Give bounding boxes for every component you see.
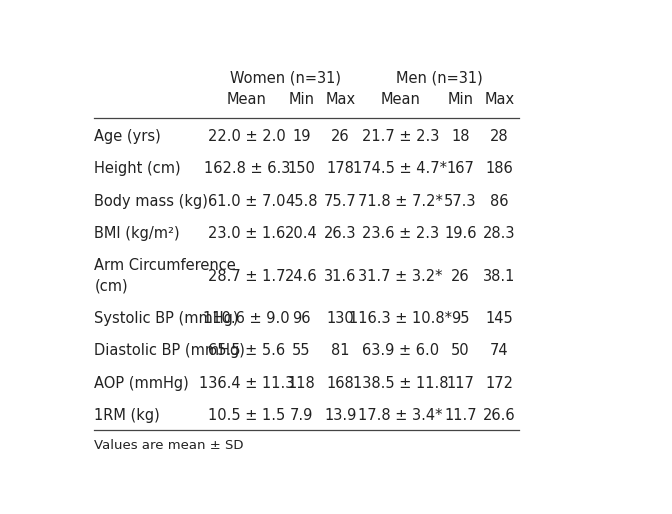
Text: 186: 186: [485, 161, 513, 176]
Text: 55: 55: [292, 343, 310, 358]
Text: BMI (kg/m²): BMI (kg/m²): [94, 226, 180, 242]
Text: 162.8 ± 6.3: 162.8 ± 6.3: [204, 161, 290, 176]
Text: 50: 50: [451, 343, 470, 358]
Text: 23.0 ± 1.6: 23.0 ± 1.6: [208, 226, 286, 242]
Text: 7.9: 7.9: [290, 408, 313, 423]
Text: 28.7 ± 1.7: 28.7 ± 1.7: [208, 268, 286, 284]
Text: 81: 81: [331, 343, 349, 358]
Text: Max: Max: [325, 92, 355, 107]
Text: 26.3: 26.3: [325, 226, 357, 242]
Text: 1RM (kg): 1RM (kg): [94, 408, 160, 423]
Text: 26: 26: [331, 129, 350, 144]
Text: 168: 168: [327, 376, 354, 391]
Text: 18: 18: [451, 129, 470, 144]
Text: 31.7 ± 3.2*: 31.7 ± 3.2*: [358, 268, 443, 284]
Text: Height (cm): Height (cm): [94, 161, 181, 176]
Text: AOP (mmHg): AOP (mmHg): [94, 376, 189, 391]
Text: 22.0 ± 2.0: 22.0 ± 2.0: [208, 129, 286, 144]
Text: 31.6: 31.6: [325, 268, 357, 284]
Text: Min: Min: [448, 92, 473, 107]
Text: 23.6 ± 2.3: 23.6 ± 2.3: [362, 226, 439, 242]
Text: 71.8 ± 7.2*: 71.8 ± 7.2*: [358, 194, 443, 209]
Text: 118: 118: [288, 376, 315, 391]
Text: 26.6: 26.6: [483, 408, 515, 423]
Text: 145: 145: [485, 311, 513, 326]
Text: 61.0 ± 7.0: 61.0 ± 7.0: [208, 194, 286, 209]
Text: 174.5 ± 4.7*: 174.5 ± 4.7*: [353, 161, 448, 176]
Text: 11.7: 11.7: [444, 408, 476, 423]
Text: 63.9 ± 6.0: 63.9 ± 6.0: [362, 343, 439, 358]
Text: 57.3: 57.3: [444, 194, 476, 209]
Text: 96: 96: [292, 311, 310, 326]
Text: 17.8 ± 3.4*: 17.8 ± 3.4*: [358, 408, 443, 423]
Text: Mean: Mean: [227, 92, 267, 107]
Text: 21.7 ± 2.3: 21.7 ± 2.3: [362, 129, 439, 144]
Text: Women (n=31): Women (n=31): [230, 70, 341, 85]
Text: Diastolic BP (mmHg): Diastolic BP (mmHg): [94, 343, 245, 358]
Text: Systolic BP (mmHg): Systolic BP (mmHg): [94, 311, 239, 326]
Text: Men (n=31): Men (n=31): [396, 70, 482, 85]
Text: 178: 178: [327, 161, 354, 176]
Text: 26: 26: [451, 268, 470, 284]
Text: 65.5 ± 5.6: 65.5 ± 5.6: [208, 343, 286, 358]
Text: Values are mean ± SD: Values are mean ± SD: [94, 439, 244, 452]
Text: 45.8: 45.8: [285, 194, 318, 209]
Text: 75.7: 75.7: [324, 194, 357, 209]
Text: Age (yrs): Age (yrs): [94, 129, 161, 144]
Text: 117: 117: [446, 376, 474, 391]
Text: 28: 28: [490, 129, 509, 144]
Text: 19.6: 19.6: [444, 226, 476, 242]
Text: 13.9: 13.9: [325, 408, 357, 423]
Text: Mean: Mean: [380, 92, 420, 107]
Text: 86: 86: [490, 194, 509, 209]
Text: 136.4 ± 11.3: 136.4 ± 11.3: [199, 376, 294, 391]
Text: 110.6 ± 9.0: 110.6 ± 9.0: [204, 311, 290, 326]
Text: 20.4: 20.4: [285, 226, 318, 242]
Text: 167: 167: [446, 161, 474, 176]
Text: Body mass (kg): Body mass (kg): [94, 194, 208, 209]
Text: Min: Min: [288, 92, 314, 107]
Text: 19: 19: [292, 129, 310, 144]
Text: Max: Max: [485, 92, 514, 107]
Text: 74: 74: [490, 343, 509, 358]
Text: (cm): (cm): [94, 279, 128, 294]
Text: 150: 150: [288, 161, 315, 176]
Text: 130: 130: [327, 311, 354, 326]
Text: 95: 95: [451, 311, 470, 326]
Text: 172: 172: [485, 376, 513, 391]
Text: Arm Circumference: Arm Circumference: [94, 258, 236, 273]
Text: 116.3 ± 10.8*: 116.3 ± 10.8*: [349, 311, 452, 326]
Text: 24.6: 24.6: [285, 268, 318, 284]
Text: 28.3: 28.3: [483, 226, 515, 242]
Text: 10.5 ± 1.5: 10.5 ± 1.5: [208, 408, 286, 423]
Text: 38.1: 38.1: [483, 268, 515, 284]
Text: 138.5 ± 11.8: 138.5 ± 11.8: [353, 376, 448, 391]
